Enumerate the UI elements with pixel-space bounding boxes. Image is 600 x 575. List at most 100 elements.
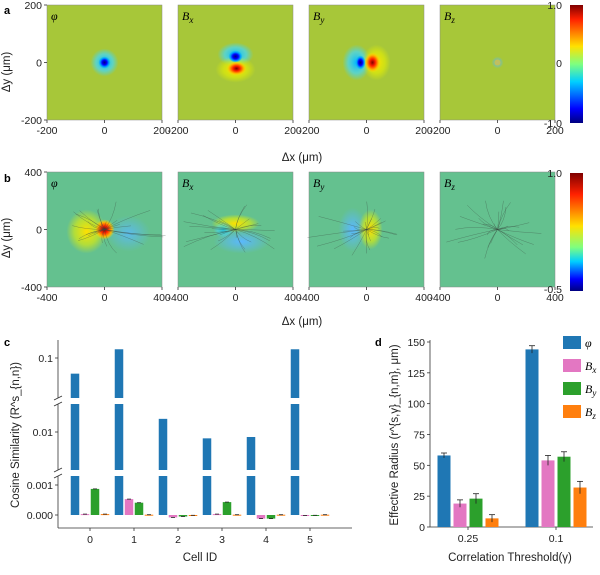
panel-d-legend-label-0: φ: [585, 336, 592, 350]
panel-a-ytick: 0: [36, 58, 42, 70]
panel-a-xtick: -200: [429, 125, 450, 137]
panel-c-bar-φ-0: [70, 476, 80, 515]
panel-a-subplot-label-3: Bz: [444, 9, 455, 25]
panel-a-xtick: 200: [415, 125, 433, 137]
panel-a-ylabel: Δy (μm): [1, 52, 13, 93]
panel-a-subplot-label-0: φ: [51, 9, 58, 23]
panel-d-ytick: 0: [419, 522, 425, 534]
panel-c-ytick: 0.01: [33, 427, 54, 439]
panel-a-subplot-2: By -200 0 200: [298, 4, 433, 137]
panel-d-xtick: 0.1: [549, 533, 564, 545]
panel-d-legend-swatch-1: [563, 359, 581, 372]
panel-a-subplot-label-1: Bx: [182, 9, 193, 25]
panel-c-bar-φ-0: [70, 404, 80, 470]
panel-c-bar-φ-1: [114, 349, 124, 398]
panel-b-ytick: 0: [36, 225, 42, 237]
panel-c-xtick: 5: [307, 534, 313, 546]
panel-c-bar-By-3: [222, 502, 232, 515]
panel-a-xlabel: Δx (μm): [282, 152, 323, 164]
panel-a-colorbar: [570, 5, 583, 123]
panel-c-bar-φ-5: [290, 404, 300, 470]
panel-d-bar-Bz-0.1: [573, 487, 587, 527]
panel-c-xtick: 4: [263, 534, 269, 546]
panel-a-xtick: 0: [495, 125, 501, 137]
panel-a-xtick: -200: [167, 125, 188, 137]
panel-a-subplot-3: Bz -200 0 200: [429, 4, 564, 137]
panel-b-xtick: -400: [36, 292, 57, 304]
panel-c-bar-Bz-3: [232, 514, 242, 516]
panel-b-xtick: -400: [298, 292, 319, 304]
panel-d-bar-By-0.25: [469, 498, 483, 527]
panel-b-colorbar-tick-max: 1.0: [547, 168, 562, 180]
panel-c-bar-φ-4: [246, 436, 256, 470]
panel-a-xtick: -200: [36, 125, 57, 137]
panel-b-xtick: 0: [102, 292, 108, 304]
panel-b-ylabel: Δy (μm): [1, 218, 13, 259]
panel-a-xtick: 200: [153, 125, 171, 137]
panel-d-ytick: 25: [413, 491, 425, 503]
panel-c-bar-φ-4: [246, 476, 256, 515]
panel-a-ytick: 200: [24, 0, 42, 12]
panel-letter-c: c: [4, 337, 10, 349]
panel-d-bar-chart: 0 25 50 75 100 125 150 0.25 0.1 Correlation Thres…: [389, 336, 596, 564]
panel-d-bar-By-0.1: [557, 456, 571, 527]
panel-c-bar-φ-5: [290, 349, 300, 398]
panel-b-subplot-3: Bz -400 0 400: [429, 171, 564, 304]
panel-c-bar-φ-0: [70, 373, 80, 398]
panel-c-bar-Bx-2: [168, 515, 178, 518]
panel-d-xtick: 0.25: [458, 533, 479, 545]
panel-a-ytick: -200: [21, 115, 42, 127]
panel-b-subplot-label-0: φ: [51, 176, 58, 190]
panel-b-colorbar-tick-min: -0.5: [544, 284, 562, 296]
panel-c-bar-Bz-1: [144, 514, 154, 516]
panel-d-ytick: 75: [413, 430, 425, 442]
panel-letter-d: d: [375, 337, 382, 349]
panel-a-xtick: 0: [364, 125, 370, 137]
panel-b-xtick: 400: [153, 292, 171, 304]
panel-c-bar-chart: 0.1 0.01 0.001 0.000 0 1 2 3 4 5 Cell ID Cosine Sim…: [10, 340, 352, 564]
panel-c-ytick: 0.1: [38, 353, 53, 365]
panel-c-bar-By-4: [266, 515, 276, 519]
panel-c-bar-By-1: [134, 502, 144, 515]
panel-c-bar-By-0: [90, 488, 100, 515]
panel-c-bar-By-2: [178, 515, 188, 517]
panel-c-xtick: 3: [219, 534, 225, 546]
panel-c-xtick: 1: [131, 534, 137, 546]
panel-b-colorbar: [570, 173, 583, 291]
panel-b-xlabel: Δx (μm): [282, 316, 323, 328]
panel-c-xtick: 2: [175, 534, 181, 546]
panel-d-legend-label-3: Bz: [585, 405, 596, 421]
panel-c-bar-φ-5: [290, 476, 300, 515]
panel-a-heatmaps: φ -200 0 200 Bx -200 0 200 By -200 0 200 Bz -200 0 200 2…: [21, 0, 564, 137]
panel-c-ytick: 0.001: [27, 480, 53, 492]
panel-c-ylabel: Cosine Similarity (R^s_{n,n}): [10, 362, 22, 508]
panel-d-ytick: 50: [413, 460, 425, 472]
panel-d-bar-Bz-0.25: [485, 518, 499, 527]
panel-c-bar-φ-1: [114, 404, 124, 470]
panel-c-bar-φ-2: [158, 418, 168, 470]
panel-a-xtick: 0: [102, 125, 108, 137]
panel-b-xtick: 0: [495, 292, 501, 304]
panel-d-bar-φ-0.1: [525, 349, 539, 527]
panel-d-bar-Bx-0.1: [541, 460, 555, 527]
panel-d-ytick: 150: [407, 337, 425, 349]
panel-c-ytick: 0.000: [27, 510, 53, 522]
panel-b-xtick: 400: [284, 292, 302, 304]
panel-a-subplot-label-2: By: [313, 9, 324, 25]
panel-d-legend-label-1: Bx: [585, 359, 596, 375]
panel-a-colorbar-tick-mid: 0: [556, 58, 562, 70]
panel-c-bar-φ-3: [202, 476, 212, 515]
panel-d-legend-swatch-2: [563, 382, 581, 395]
panel-a-xtick: 200: [284, 125, 302, 137]
panel-d-bar-φ-0.25: [437, 455, 451, 527]
panel-c-xlabel: Cell ID: [183, 552, 218, 564]
panel-a-colorbar-tick-min: -1.0: [544, 118, 562, 130]
panel-b-xtick: 400: [546, 292, 564, 304]
panel-d-xlabel: Correlation Threshold(γ): [448, 552, 572, 564]
panel-d-legend-swatch-0: [563, 336, 581, 349]
panel-letter-b: b: [4, 173, 11, 185]
panel-d-legend-swatch-3: [563, 405, 581, 418]
panel-d-ytick: 125: [407, 368, 425, 380]
panel-d-ylabel: Effective Radius (r^{s,γ}_{n,m}, μm): [389, 344, 401, 525]
